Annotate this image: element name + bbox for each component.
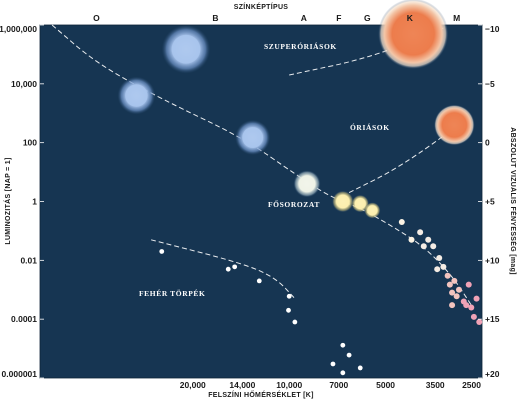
spectral-class-label: F: [336, 13, 341, 23]
star: [442, 112, 467, 137]
white-dwarf-star: [286, 307, 291, 313]
white-dwarf-star: [225, 266, 231, 272]
y-tick-label: 0.01: [20, 255, 37, 265]
star: [336, 195, 350, 208]
y-tick-label: 1,000,000: [0, 24, 37, 34]
dwarf-star: [420, 243, 427, 250]
dwarf-star: [463, 302, 470, 309]
x-tick-label: 14,000: [229, 380, 255, 390]
dwarf-star: [425, 236, 432, 243]
dwarf-star: [446, 281, 453, 288]
star: [355, 198, 366, 209]
y2-tick-label: −10: [485, 24, 500, 34]
spectral-class-label: M: [453, 13, 460, 23]
y2-tick-label: +20: [485, 369, 500, 379]
dwarf-star: [444, 272, 451, 279]
dwarf-star: [470, 313, 477, 320]
x-tick-label: 3500: [426, 380, 445, 390]
dwarf-star: [408, 236, 415, 243]
region-label-giants: ÓRIÁSOK: [350, 122, 390, 132]
white-dwarf-star: [159, 249, 165, 254]
region-labels: SZUPERÓRIÁSOK ÓRIÁSOK FŐSOROZAT FEHÉR TÖRPÉ…: [139, 41, 390, 298]
white-dwarf-star: [232, 264, 238, 270]
white-dwarf-star: [292, 319, 298, 325]
y-axis-title: LUMINOZITÁS [NAP = 1]: [3, 157, 12, 244]
dwarf-star: [453, 293, 460, 300]
stars: [117, 0, 483, 393]
region-label-main-sequence: FŐSOROZAT: [268, 199, 320, 209]
axes: 1,000,000 10,000 100 1 0.01 0.0001 0.000001 −10…: [0, 13, 500, 390]
star: [171, 34, 201, 64]
star: [367, 205, 378, 216]
x-tick-label: 7000: [329, 380, 348, 390]
white-dwarf-star: [256, 278, 262, 284]
white-dwarf-star: [362, 387, 368, 393]
y-tick-label: 0.000001: [2, 369, 38, 379]
x-axis-title: FELSZÍNI HŐMÉRSÉKLET [K]: [208, 390, 314, 399]
region-label-supergiants: SZUPERÓRIÁSOK: [264, 41, 337, 51]
y-tick-label: 0.0001: [11, 314, 37, 324]
dwarf-star: [430, 243, 437, 250]
white-dwarf-star: [357, 365, 363, 371]
spectral-class-label: G: [364, 13, 371, 23]
y2-tick-label: 0: [485, 138, 490, 148]
dwarf-star: [398, 219, 405, 226]
y2-axis-title: ABSZOLÚT VIZUÁLIS FÉNYESSÉG [mag]: [509, 127, 517, 275]
dwarf-star: [476, 319, 483, 326]
y2-tick-label: +10: [485, 255, 500, 265]
spectral-class-label: B: [212, 13, 218, 23]
region-label-white-dwarfs: FEHÉR TÖRPÉK: [139, 288, 205, 298]
dwarf-star: [465, 281, 472, 288]
plot-background: [40, 25, 482, 378]
star: [298, 175, 315, 192]
y2-tick-label: −5: [485, 79, 495, 89]
spectral-class-label: A: [301, 13, 307, 23]
dwarf-star: [440, 263, 447, 270]
y2-tick-label: +5: [485, 197, 495, 207]
x-tick-label: 10,000: [276, 380, 302, 390]
guide-line-white-dwarfs: [150, 239, 296, 299]
star: [125, 84, 148, 107]
dwarf-star: [473, 295, 480, 302]
dwarf-star: [417, 229, 424, 236]
dwarf-star: [455, 286, 462, 293]
star: [242, 127, 264, 148]
spectral-class-label: O: [93, 13, 100, 23]
dwarf-star: [449, 302, 456, 309]
top-axis-title: SZÍNKÉPTÍPUS: [234, 2, 289, 11]
white-dwarf-star: [286, 293, 292, 299]
x-tick-label: 2500: [462, 380, 481, 390]
y2-tick-label: +15: [485, 314, 500, 324]
white-dwarf-star: [340, 370, 346, 376]
dwarf-star: [434, 266, 441, 273]
dwarf-star: [449, 289, 456, 296]
x-tick-label: 5000: [376, 380, 395, 390]
y-tick-label: 10,000: [11, 79, 37, 89]
y-tick-label: 100: [23, 138, 37, 148]
dwarf-star: [468, 304, 475, 311]
dwarf-star: [436, 255, 443, 262]
dwarf-star: [451, 277, 458, 284]
spectral-class-label: K: [407, 13, 414, 23]
star: [392, 13, 434, 55]
white-dwarf-star: [340, 342, 346, 348]
y-tick-label: 1: [32, 197, 37, 207]
white-dwarf-star: [346, 352, 352, 358]
guide-line-giants: [348, 119, 467, 194]
white-dwarf-star: [351, 384, 356, 390]
white-dwarf-star: [367, 378, 373, 384]
x-tick-label: 20,000: [180, 380, 206, 390]
white-dwarf-star: [330, 361, 336, 367]
